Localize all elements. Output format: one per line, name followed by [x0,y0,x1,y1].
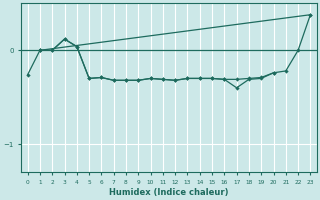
X-axis label: Humidex (Indice chaleur): Humidex (Indice chaleur) [109,188,229,197]
